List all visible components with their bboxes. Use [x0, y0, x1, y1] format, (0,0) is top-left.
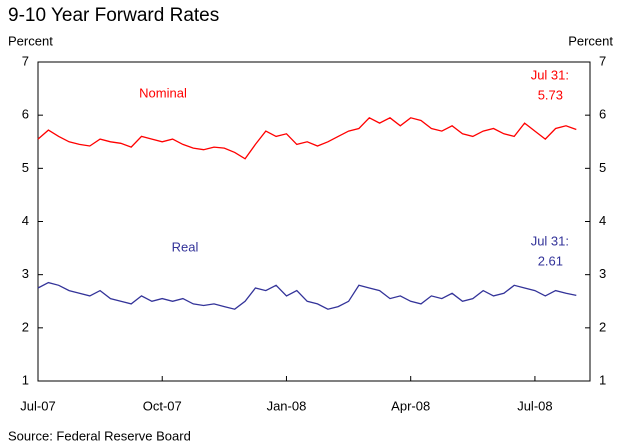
- y-tick-label: 7: [22, 53, 29, 68]
- y-tick-label: 4: [22, 213, 29, 228]
- annotation: 5.73: [538, 87, 563, 102]
- y2-tick-label: 6: [599, 107, 606, 122]
- x-tick-label: Jan-08: [267, 398, 307, 413]
- plot-frame: [37, 61, 591, 382]
- series-line: [37, 281, 577, 310]
- x-tick-label: Oct-07: [143, 398, 182, 413]
- y2-tick-label: 2: [599, 319, 606, 334]
- y2-axis-label: Percent: [568, 33, 613, 48]
- x-tick-label: Jul-08: [517, 398, 552, 413]
- series-line: [37, 117, 577, 160]
- y-tick-label: 5: [22, 160, 29, 175]
- chart-title: 9-10 Year Forward Rates: [8, 5, 219, 26]
- y-axis-label: Percent: [8, 33, 53, 48]
- x-tick-label: Apr-08: [391, 398, 430, 413]
- y2-tick-label: 5: [599, 160, 606, 175]
- source: Source: Federal Reserve Board: [8, 428, 191, 443]
- y-tick-label: 6: [22, 107, 29, 122]
- y2-tick-label: 1: [599, 372, 606, 387]
- annotation: Jul 31:: [531, 67, 569, 82]
- y2-tick-label: 3: [599, 266, 606, 281]
- annotation: 2.61: [538, 253, 563, 268]
- y-tick-label: 3: [22, 266, 29, 281]
- series-label: Real: [172, 239, 199, 254]
- annotation: Jul 31:: [531, 233, 569, 248]
- series-label: Nominal: [139, 85, 187, 100]
- y2-tick-label: 4: [599, 213, 606, 228]
- y-tick-label: 2: [22, 319, 29, 334]
- y2-tick-label: 7: [599, 53, 606, 68]
- y-tick-label: 1: [22, 372, 29, 387]
- x-tick-label: Jul-07: [20, 398, 55, 413]
